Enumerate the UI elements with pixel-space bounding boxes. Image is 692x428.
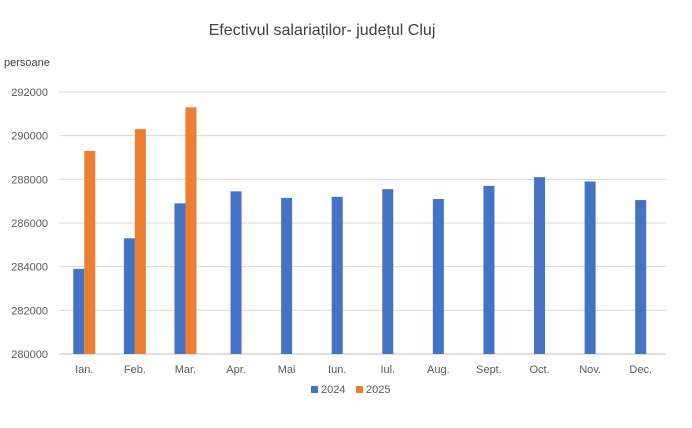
y-axis-label: persoane: [4, 57, 50, 69]
bar-2024-iul: [382, 189, 394, 354]
y-axis-ticks: 280000 282000 284000 286000 288000 290000 2920…: [11, 87, 48, 361]
legend-swatch-2024: [311, 386, 318, 393]
bar-2024-dec: [635, 200, 647, 354]
bar-2024-nov: [584, 181, 596, 354]
legend-label-2025: 2025: [366, 384, 390, 396]
bar-2024-sept: [483, 185, 495, 354]
bars: [73, 107, 647, 355]
bar-2024-feb: [123, 238, 135, 354]
x-tick-label: Nov.: [579, 364, 601, 376]
bar-2024-mai: [281, 197, 293, 354]
bar-2024-ian: [73, 268, 85, 354]
x-tick-label: Ian.: [75, 364, 93, 376]
legend-label-2024: 2024: [321, 384, 345, 396]
chart-title: Efectivul salariaților- județul Cluj: [209, 22, 436, 39]
y-tick-label: 286000: [11, 218, 48, 230]
y-tick-label: 288000: [11, 174, 48, 186]
legend: 2024 2025: [311, 384, 390, 396]
y-tick-label: 280000: [11, 349, 48, 361]
bar-2024-oct: [534, 177, 546, 354]
x-tick-label: Oct.: [529, 364, 549, 376]
x-tick-label: Iun.: [328, 364, 346, 376]
bar-2024-aug: [432, 198, 444, 354]
bar-2024-mar: [174, 203, 186, 354]
y-tick-label: 290000: [11, 131, 48, 143]
bar-2024-apr: [230, 191, 242, 354]
x-tick-label: Dec.: [629, 364, 652, 376]
x-tick-label: Mai: [278, 364, 296, 376]
y-tick-label: 284000: [11, 262, 48, 274]
gridlines: [59, 91, 666, 355]
y-tick-label: 282000: [11, 305, 48, 317]
bar-2025-mar: [185, 107, 197, 355]
x-axis-ticks: Ian. Feb. Mar. Apr. Mai Iun. Iul. Aug. Sept. Oct.…: [75, 364, 652, 376]
x-tick-label: Sept.: [476, 364, 502, 376]
bar-2024-iun: [331, 196, 343, 354]
x-tick-label: Feb.: [124, 364, 146, 376]
bar-2025-feb: [134, 129, 146, 354]
bar-2025-ian: [84, 150, 96, 354]
x-tick-label: Iul.: [380, 364, 395, 376]
legend-swatch-2025: [356, 386, 363, 393]
x-tick-label: Aug.: [427, 364, 450, 376]
x-tick-label: Mar.: [175, 364, 196, 376]
y-tick-label: 292000: [11, 87, 48, 99]
x-tick-label: Apr.: [226, 364, 246, 376]
